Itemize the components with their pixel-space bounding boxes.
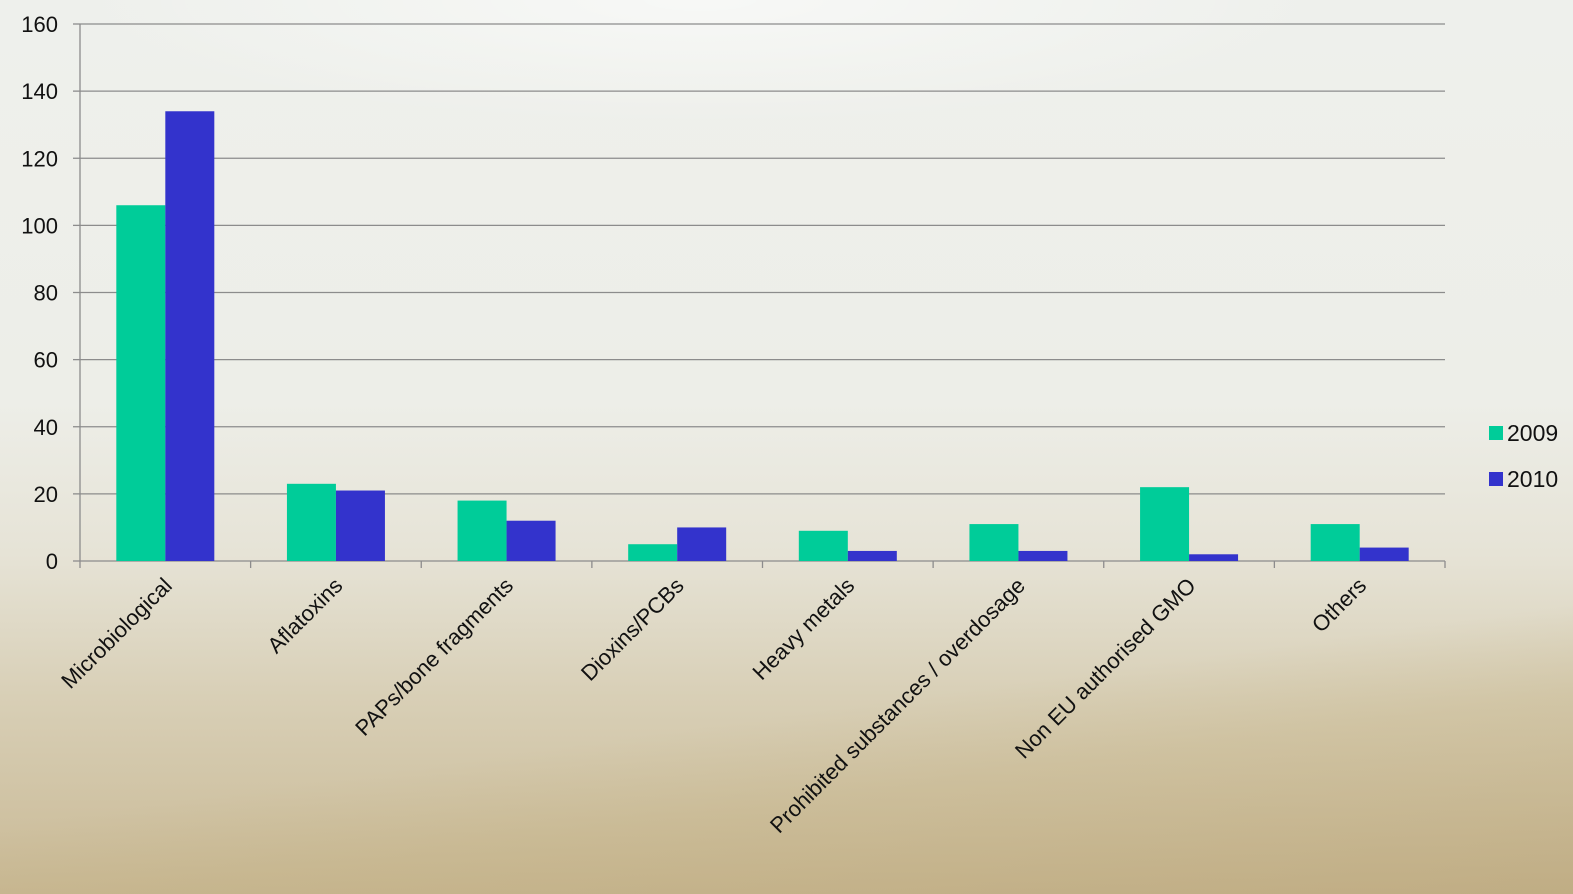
bar-2010-non-eu-authorised-gmo	[1189, 554, 1239, 561]
legend-label-2009: 2009	[1507, 420, 1558, 446]
x-category-label: Heavy metals	[747, 573, 859, 685]
y-tick-label: 40	[34, 415, 58, 440]
bar-2009-non-eu-authorised-gmo	[1140, 487, 1190, 561]
y-tick-label: 120	[21, 146, 58, 171]
bar-2009-heavy-metals	[798, 530, 848, 561]
bar-2009-microbiological	[116, 205, 166, 562]
x-category-label: Microbiological	[56, 573, 177, 694]
bar-2010-microbiological	[165, 111, 215, 561]
bar-2010-heavy-metals	[847, 550, 897, 561]
bar-2009-prohibited-substances-overdosage	[969, 524, 1019, 561]
x-category-label: Non EU authorised GMO	[1010, 573, 1201, 764]
bar-2009-dioxins-pcbs	[628, 544, 678, 561]
x-category-label: Aflatoxins	[262, 573, 347, 658]
bar-2009-paps-bone-fragments	[457, 500, 507, 561]
legend-label-2010: 2010	[1507, 466, 1558, 492]
legend-swatch-2009	[1489, 426, 1503, 440]
y-tick-label: 60	[34, 348, 58, 373]
bar-2010-others	[1359, 547, 1409, 561]
y-tick-label: 100	[21, 213, 58, 238]
bar-2010-prohibited-substances-overdosage	[1018, 550, 1068, 561]
bar-2010-aflatoxins	[335, 490, 385, 561]
y-tick-label: 140	[21, 79, 58, 104]
legend-swatch-2010	[1489, 472, 1503, 486]
x-category-label: Dioxins/PCBs	[576, 573, 689, 686]
bar-2010-dioxins-pcbs	[677, 527, 727, 561]
bar-2009-others	[1310, 524, 1360, 561]
y-tick-label: 20	[34, 482, 58, 507]
y-tick-label: 80	[34, 281, 58, 306]
y-tick-label: 0	[46, 549, 58, 574]
x-category-label: PAPs/bone fragments	[350, 573, 518, 741]
bar-2010-paps-bone-fragments	[506, 520, 556, 561]
bar-2009-aflatoxins	[286, 483, 336, 561]
x-category-label: Others	[1307, 573, 1371, 637]
y-tick-label: 160	[21, 12, 58, 37]
